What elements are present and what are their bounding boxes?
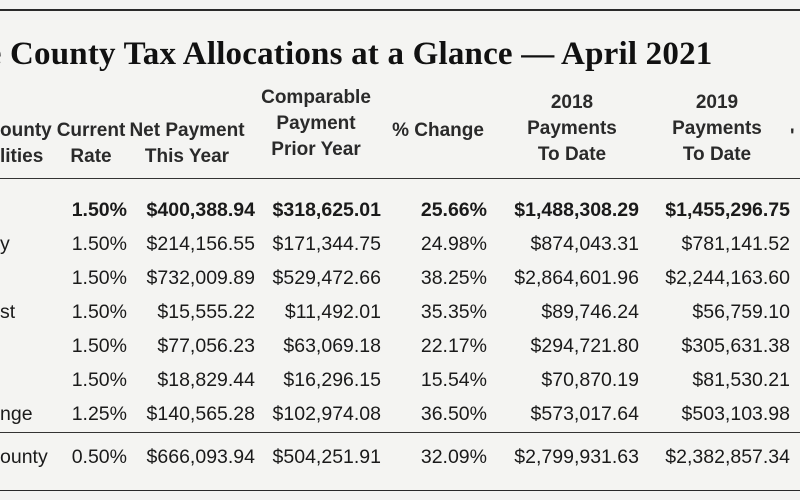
- top-border: [0, 9, 800, 11]
- cell-comparable: $102,974.08: [272, 402, 381, 425]
- cell-2019: $2,382,857.34: [665, 445, 790, 468]
- header-2019-payments: 2019 Payments To Date: [672, 92, 762, 165]
- cell-change: 24.98%: [420, 232, 487, 255]
- cell-rate: 1.50%: [71, 334, 127, 357]
- cell-2018: $2,799,931.63: [514, 445, 639, 468]
- cell-entity: [0, 261, 60, 295]
- cell-change: 15.54%: [420, 368, 487, 391]
- cell-net-payment: $15,555.22: [157, 300, 255, 323]
- cell-entity: [0, 193, 60, 227]
- header-comparable-payment: Comparable Payment Prior Year: [261, 87, 371, 160]
- cell-2019: $1,455,296.75: [665, 198, 790, 221]
- cell-net-payment: $140,565.28: [146, 402, 255, 425]
- cell-net-payment: $732,009.89: [146, 266, 255, 289]
- header-percent-change: % Change: [392, 120, 484, 141]
- county-total-row: ounty 0.50% $666,093.94 $504,251.91 32.09% $2…: [0, 431, 790, 477]
- cell-net-payment: $214,156.55: [146, 232, 255, 255]
- cell-rate: 1.25%: [71, 402, 127, 425]
- table-row: 1.50% $77,056.23 $63,069.18 22.17% $294,721.…: [0, 329, 790, 363]
- cell-rate: 1.50%: [71, 232, 127, 255]
- cell-change: 32.09%: [420, 445, 487, 468]
- header-2018-payments: 2018 Payments To Date: [527, 92, 617, 165]
- header-rule: [0, 178, 800, 179]
- cell-comparable: $318,625.01: [272, 198, 381, 221]
- table-row: nge 1.25% $140,565.28 $102,974.08 36.50% $573…: [0, 397, 790, 431]
- cell-comparable: $16,296.15: [283, 368, 381, 391]
- bottom-border: [0, 490, 800, 491]
- cell-change: 22.17%: [420, 334, 487, 357]
- cell-2018: $874,043.31: [530, 232, 639, 255]
- cell-entity: st: [0, 300, 16, 323]
- cell-rate: 0.50%: [71, 445, 127, 468]
- cell-2019: $781,141.52: [681, 232, 790, 255]
- cell-2019: $81,530.21: [692, 368, 790, 391]
- header-current-rate: Current Rate: [56, 120, 126, 167]
- header-cut-column: ': [790, 126, 795, 147]
- table-row: y 1.50% $214,156.55 $171,344.75 24.98% $874,0…: [0, 227, 790, 261]
- cell-2018: $89,746.24: [541, 300, 639, 323]
- cell-rate: 1.50%: [71, 266, 127, 289]
- table-row: 1.50% $400,388.94 $318,625.01 25.66% $1,488,…: [0, 193, 790, 227]
- cell-2018: $294,721.80: [530, 334, 639, 357]
- cell-change: 25.66%: [420, 198, 487, 221]
- cell-net-payment: $666,093.94: [146, 445, 255, 468]
- cell-entity: y: [0, 232, 10, 255]
- cell-2019: $56,759.10: [692, 300, 790, 323]
- cell-entity: ounty: [0, 445, 48, 468]
- table-row: st 1.50% $15,555.22 $11,492.01 35.35% $89,746…: [0, 295, 790, 329]
- cell-2019: $2,244,163.60: [665, 266, 790, 289]
- cell-comparable: $11,492.01: [284, 300, 381, 323]
- cell-2018: $1,488,308.29: [514, 198, 639, 221]
- cell-change: 35.35%: [420, 300, 487, 323]
- cell-entity: nge: [0, 402, 33, 425]
- page-title: ge County Tax Allocations at a Glance — …: [0, 36, 713, 72]
- cell-2019: $503,103.98: [681, 402, 790, 425]
- cell-entity: [0, 329, 60, 363]
- cell-entity: [0, 363, 60, 397]
- cell-rate: 1.50%: [71, 368, 127, 391]
- cell-comparable: $529,472.66: [272, 266, 381, 289]
- cell-comparable: $171,344.75: [272, 232, 381, 255]
- header-entity: ounty lities: [0, 120, 52, 167]
- cell-2018: $2,864,601.96: [514, 266, 639, 289]
- cell-2018: $70,870.19: [541, 368, 639, 391]
- cell-net-payment: $77,056.23: [157, 334, 255, 357]
- county-rule: [0, 432, 800, 433]
- cell-2019: $305,631.38: [681, 334, 790, 357]
- cell-change: 36.50%: [420, 402, 487, 425]
- header-net-payment: Net Payment This Year: [129, 120, 245, 167]
- cell-rate: 1.50%: [71, 198, 127, 221]
- cell-net-payment: $18,829.44: [157, 368, 255, 391]
- cell-comparable: $63,069.18: [283, 334, 381, 357]
- cell-comparable: $504,251.91: [272, 445, 381, 468]
- cell-net-payment: $400,388.94: [146, 198, 255, 221]
- table-row: 1.50% $18,829.44 $16,296.15 15.54% $70,870.1…: [0, 363, 790, 397]
- cell-change: 38.25%: [420, 266, 487, 289]
- tax-allocation-table: 1.50% $400,388.94 $318,625.01 25.66% $1,488,…: [0, 193, 790, 477]
- cell-rate: 1.50%: [71, 300, 127, 323]
- cell-2018: $573,017.64: [530, 402, 639, 425]
- table-row: 1.50% $732,009.89 $529,472.66 38.25% $2,864,…: [0, 261, 790, 295]
